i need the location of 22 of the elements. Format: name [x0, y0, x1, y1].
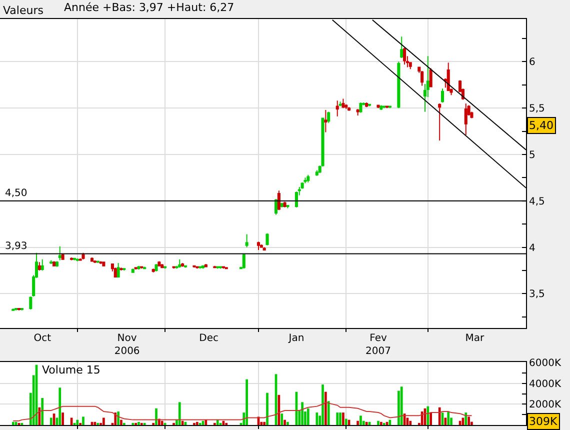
- y-tick-label: 6: [529, 57, 536, 68]
- text: 5,40: [529, 119, 554, 132]
- x-tick-label: Mar: [465, 333, 485, 344]
- y-tick-label: 2000K: [529, 400, 562, 411]
- y-tick-label: 3,5: [529, 289, 545, 300]
- y-tick-label: 5: [529, 150, 536, 161]
- y-tick-label: 6000K: [529, 358, 562, 370]
- y-tick-label: 4000K: [529, 378, 562, 390]
- ref-line-label: 3,93: [5, 241, 28, 252]
- x-tick-label: Nov 2006: [114, 333, 140, 357]
- chart-title: Valeurs: [3, 4, 44, 17]
- chart-subtitle: Année +Bas: 3,97 +Haut: 6,27: [64, 1, 234, 14]
- x-tick-label: Jan: [288, 333, 304, 344]
- y-tick-label: 4: [529, 242, 536, 254]
- y-tick-label: 5,5: [529, 104, 545, 115]
- ref-line-label: 4,50: [5, 188, 28, 199]
- x-tick-label: Fev 2007: [366, 333, 391, 357]
- y-tick-label: 4,5: [529, 196, 545, 208]
- x-tick-label: Oct: [34, 333, 52, 344]
- chart-title: Volume 15: [42, 364, 100, 377]
- text: 309K: [529, 415, 558, 428]
- x-tick-label: Dec: [199, 333, 219, 344]
